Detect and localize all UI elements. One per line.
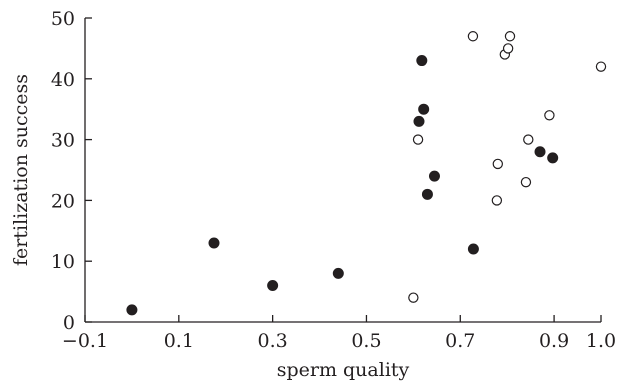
filled-data-point: [416, 55, 428, 67]
open-data-point: [491, 195, 503, 206]
filled-data-point: [332, 267, 344, 279]
y-axis-label: fertilization success: [10, 74, 32, 266]
x-tick-label: 1.0: [586, 330, 616, 352]
open-data-point: [523, 134, 534, 145]
open-data-point: [408, 292, 419, 303]
y-axis-ticks: 0 10 20 30 40 50: [51, 8, 92, 334]
x-tick-label: 0.9: [539, 330, 569, 352]
open-data-point: [412, 134, 424, 145]
open-data-point: [544, 110, 555, 121]
open-data-point: [467, 31, 479, 42]
y-tick-label: 10: [51, 251, 75, 273]
filled-data-point: [208, 237, 220, 249]
data-points: [126, 31, 607, 316]
filled-data-point: [413, 115, 425, 127]
x-tick-label: 0.1: [164, 330, 194, 352]
filled-data-point: [421, 188, 433, 200]
x-axis-ticks: −0.1 0.1 0.3 0.5 0.7 0.9 1.0: [62, 315, 616, 352]
x-tick-label: −0.1: [62, 330, 108, 352]
open-data-point: [595, 61, 607, 72]
y-tick-label: 40: [51, 69, 75, 91]
open-data-point: [520, 176, 532, 188]
filled-data-point: [267, 280, 279, 292]
y-tick-label: 50: [51, 8, 75, 30]
axes: [84, 18, 601, 323]
filled-data-point: [547, 152, 559, 164]
open-data-point: [502, 43, 514, 54]
filled-data-point: [418, 103, 430, 115]
open-data-point: [504, 31, 516, 42]
filled-data-point: [534, 146, 546, 158]
y-tick-label: 0: [63, 312, 75, 334]
filled-data-point: [467, 243, 479, 255]
open-data-point: [492, 158, 503, 170]
x-tick-label: 0.7: [445, 330, 475, 352]
filled-data-point: [428, 170, 440, 182]
x-tick-label: 0.5: [351, 330, 381, 352]
y-tick-label: 20: [51, 190, 75, 212]
x-tick-label: 0.3: [258, 330, 288, 352]
y-tick-label: 30: [51, 130, 75, 152]
filled-data-point: [126, 304, 138, 316]
x-axis-label: sperm quality: [277, 359, 410, 381]
